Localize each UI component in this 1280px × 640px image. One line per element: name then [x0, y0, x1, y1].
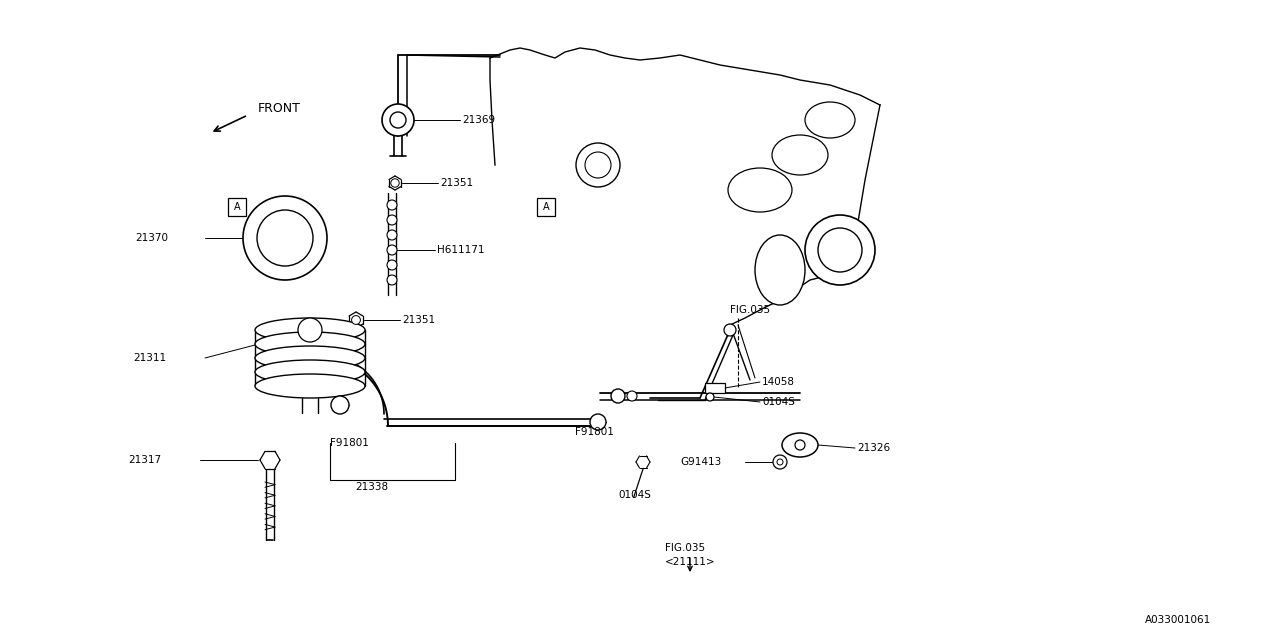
Circle shape — [777, 459, 783, 465]
Ellipse shape — [255, 318, 365, 342]
Circle shape — [387, 260, 397, 270]
Text: 0104S: 0104S — [762, 397, 795, 407]
Text: 0104S: 0104S — [618, 490, 650, 500]
Bar — [538, 198, 556, 216]
Circle shape — [298, 318, 323, 342]
Bar — [705, 383, 724, 393]
Text: A: A — [543, 202, 549, 212]
Circle shape — [387, 215, 397, 225]
Text: A: A — [234, 202, 241, 212]
Ellipse shape — [255, 374, 365, 398]
Circle shape — [795, 440, 805, 450]
Circle shape — [707, 393, 714, 401]
Text: F91801: F91801 — [330, 438, 369, 448]
Circle shape — [805, 215, 876, 285]
Circle shape — [387, 275, 397, 285]
Circle shape — [381, 104, 413, 136]
Circle shape — [257, 210, 314, 266]
Bar — [228, 198, 246, 216]
Text: 21317: 21317 — [128, 455, 161, 465]
Text: 21351: 21351 — [402, 315, 435, 325]
Text: FIG.035: FIG.035 — [666, 543, 705, 553]
Circle shape — [332, 396, 349, 414]
Text: 21311: 21311 — [133, 353, 166, 363]
Ellipse shape — [728, 168, 792, 212]
Circle shape — [243, 196, 326, 280]
Ellipse shape — [255, 346, 365, 370]
Ellipse shape — [782, 433, 818, 457]
Circle shape — [390, 112, 406, 128]
Text: A033001061: A033001061 — [1146, 615, 1211, 625]
Circle shape — [724, 324, 736, 336]
Circle shape — [387, 245, 397, 255]
Text: 21370: 21370 — [134, 233, 168, 243]
Circle shape — [576, 143, 620, 187]
Circle shape — [390, 179, 399, 187]
Text: 21369: 21369 — [462, 115, 495, 125]
Circle shape — [387, 200, 397, 210]
Circle shape — [352, 316, 361, 324]
Ellipse shape — [772, 135, 828, 175]
Circle shape — [387, 230, 397, 240]
Circle shape — [611, 389, 625, 403]
Ellipse shape — [755, 235, 805, 305]
Ellipse shape — [255, 332, 365, 356]
Text: 21326: 21326 — [858, 443, 890, 453]
Text: F91801: F91801 — [575, 427, 614, 437]
Circle shape — [590, 414, 605, 430]
Ellipse shape — [255, 360, 365, 384]
Text: 14058: 14058 — [762, 377, 795, 387]
Circle shape — [773, 455, 787, 469]
Circle shape — [627, 391, 637, 401]
Text: 21351: 21351 — [440, 178, 474, 188]
Circle shape — [585, 152, 611, 178]
Text: <21111>: <21111> — [666, 557, 716, 567]
Text: FIG.035: FIG.035 — [730, 305, 771, 315]
Text: FRONT: FRONT — [259, 102, 301, 115]
Circle shape — [818, 228, 861, 272]
Ellipse shape — [805, 102, 855, 138]
Text: G91413: G91413 — [680, 457, 721, 467]
Text: H611171: H611171 — [436, 245, 485, 255]
Text: 21338: 21338 — [355, 482, 388, 492]
